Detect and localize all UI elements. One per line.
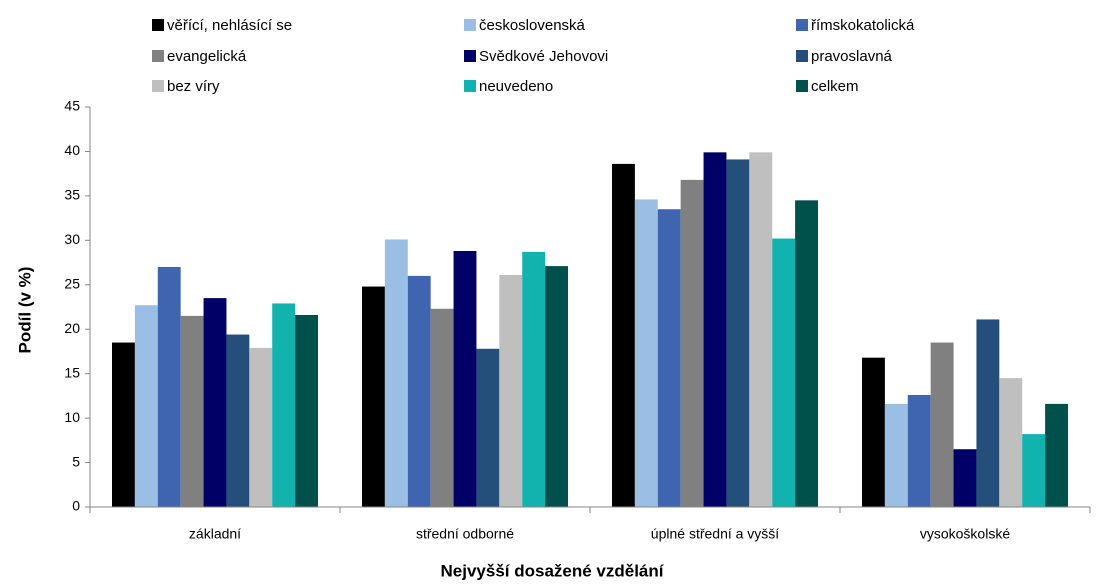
bar (862, 357, 885, 507)
legend-swatch (152, 19, 164, 31)
bar (203, 298, 227, 507)
x-tick-label: úplné střední a vyšší (651, 526, 780, 542)
bar (1045, 403, 1068, 507)
bar (999, 378, 1023, 507)
x-tick-label: vysokoškolské (920, 526, 1010, 542)
bar (249, 347, 273, 507)
legend-label: československá (479, 17, 586, 34)
bar (407, 275, 431, 507)
bar (272, 303, 296, 507)
legend-label: celkem (811, 78, 859, 95)
bar (295, 315, 318, 507)
legend-label: evangelická (167, 48, 247, 65)
y-tick-label: 40 (64, 142, 80, 158)
x-tick-label: střední odborné (416, 526, 514, 542)
legend-label: římskokatolická (811, 17, 915, 34)
x-tick-label: základní (189, 526, 241, 542)
bar (703, 152, 727, 508)
y-tick-label: 5 (72, 453, 80, 469)
bar (657, 209, 681, 507)
legend-swatch (152, 50, 164, 62)
legend-label: Svědkové Jehovovi (479, 48, 608, 65)
y-axis-title: Podíl (v %) (15, 267, 34, 354)
legend-swatch (796, 50, 808, 62)
y-tick-label: 15 (64, 364, 80, 380)
bar (726, 159, 750, 507)
legend-label: pravoslavná (811, 48, 893, 65)
legend-swatch (796, 19, 808, 31)
bar (907, 395, 931, 507)
bar (884, 403, 908, 507)
legend-label: věřící, nehlásící se (167, 17, 292, 34)
bar (226, 334, 250, 507)
bar (680, 179, 704, 507)
bar (953, 449, 977, 507)
legend-label: bez víry (167, 78, 220, 95)
bar (795, 200, 818, 508)
bar (634, 199, 658, 507)
bar (112, 342, 135, 507)
bar (384, 239, 408, 507)
bar (476, 348, 500, 507)
bar (772, 238, 796, 508)
y-tick-label: 45 (64, 98, 80, 114)
legend-swatch (464, 80, 476, 92)
bar (976, 319, 1000, 507)
bar (545, 266, 568, 507)
bar (453, 251, 477, 507)
legend-swatch (464, 50, 476, 62)
legend-swatch (464, 19, 476, 31)
bar (499, 275, 523, 507)
legend-label: neuvedeno (479, 78, 553, 95)
bar (749, 152, 773, 508)
bar (612, 163, 635, 507)
bar (362, 286, 385, 507)
bar (930, 342, 954, 507)
y-tick-label: 30 (64, 231, 80, 247)
bar (134, 305, 158, 507)
bar (157, 267, 181, 507)
legend-swatch (152, 80, 164, 92)
y-tick-label: 20 (64, 320, 80, 336)
bar (1022, 434, 1046, 507)
legend-swatch (796, 80, 808, 92)
bar (430, 308, 454, 507)
y-tick-label: 35 (64, 187, 80, 203)
bar (180, 315, 204, 507)
x-axis-title: Nejvyšší dosažené vzdělání (441, 561, 665, 580)
y-tick-label: 0 (72, 498, 80, 514)
y-tick-label: 10 (64, 409, 80, 425)
bar (522, 251, 546, 507)
y-tick-label: 25 (64, 275, 80, 291)
